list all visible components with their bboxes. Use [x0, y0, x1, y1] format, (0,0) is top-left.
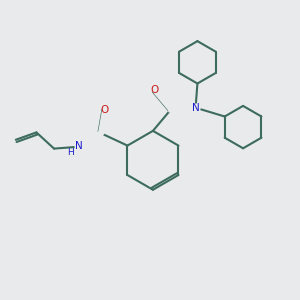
Text: N: N — [75, 141, 83, 151]
Text: N: N — [192, 103, 200, 113]
Text: H: H — [68, 148, 74, 157]
Text: O: O — [101, 105, 109, 115]
Text: O: O — [151, 85, 159, 95]
